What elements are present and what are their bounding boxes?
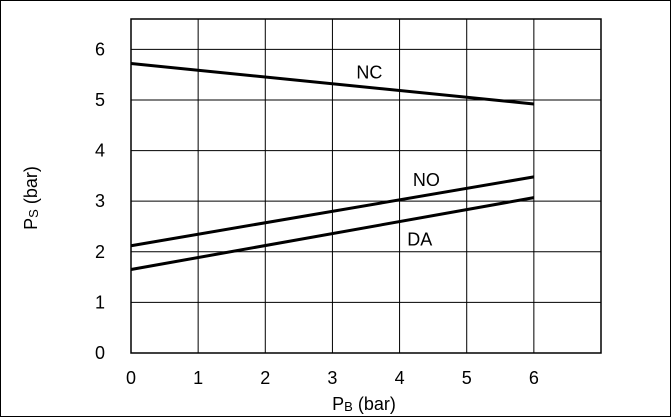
plot-border [130, 18, 602, 354]
series-label-no: NO [413, 170, 440, 190]
y-tick-label-4: 4 [95, 141, 105, 161]
x-tick-label-0: 0 [126, 368, 136, 388]
x-tick-label-3: 3 [327, 368, 337, 388]
x-axis-label-subscript: B [344, 399, 353, 414]
x-axis-label-unit: (bar) [353, 394, 396, 414]
series-line-da [130, 196, 535, 271]
series-label-da: DA [407, 230, 432, 250]
series-line-no [130, 175, 535, 248]
x-axis-ticks: 0 1 2 3 4 5 6 [126, 368, 539, 388]
series-labels: NC NO DA [356, 63, 440, 250]
y-tick-label-0: 0 [95, 343, 105, 363]
series-lines [130, 62, 535, 271]
y-tick-label-1: 1 [95, 292, 105, 312]
x-tick-label-2: 2 [260, 368, 270, 388]
y-tick-label-6: 6 [95, 39, 105, 59]
x-tick-label-5: 5 [462, 368, 472, 388]
y-tick-label-3: 3 [95, 191, 105, 211]
x-tick-label-1: 1 [193, 368, 203, 388]
y-tick-label-2: 2 [95, 242, 105, 262]
x-tick-label-4: 4 [395, 368, 405, 388]
x-axis-label: PB (bar) [332, 394, 396, 414]
y-tick-label-5: 5 [95, 90, 105, 110]
series-line-nc [130, 62, 535, 106]
y-axis-ticks: 0 1 2 3 4 5 6 [95, 39, 105, 363]
y-axis-label: PS (bar) [21, 166, 41, 230]
grid [131, 19, 601, 353]
x-tick-label-6: 6 [529, 368, 539, 388]
x-axis-label-main: P [332, 394, 344, 414]
series-label-nc: NC [356, 63, 382, 83]
y-axis-label-unit: (bar) [21, 166, 41, 209]
y-axis-label-subscript: S [26, 209, 41, 218]
y-axis-label-main: P [21, 218, 41, 230]
